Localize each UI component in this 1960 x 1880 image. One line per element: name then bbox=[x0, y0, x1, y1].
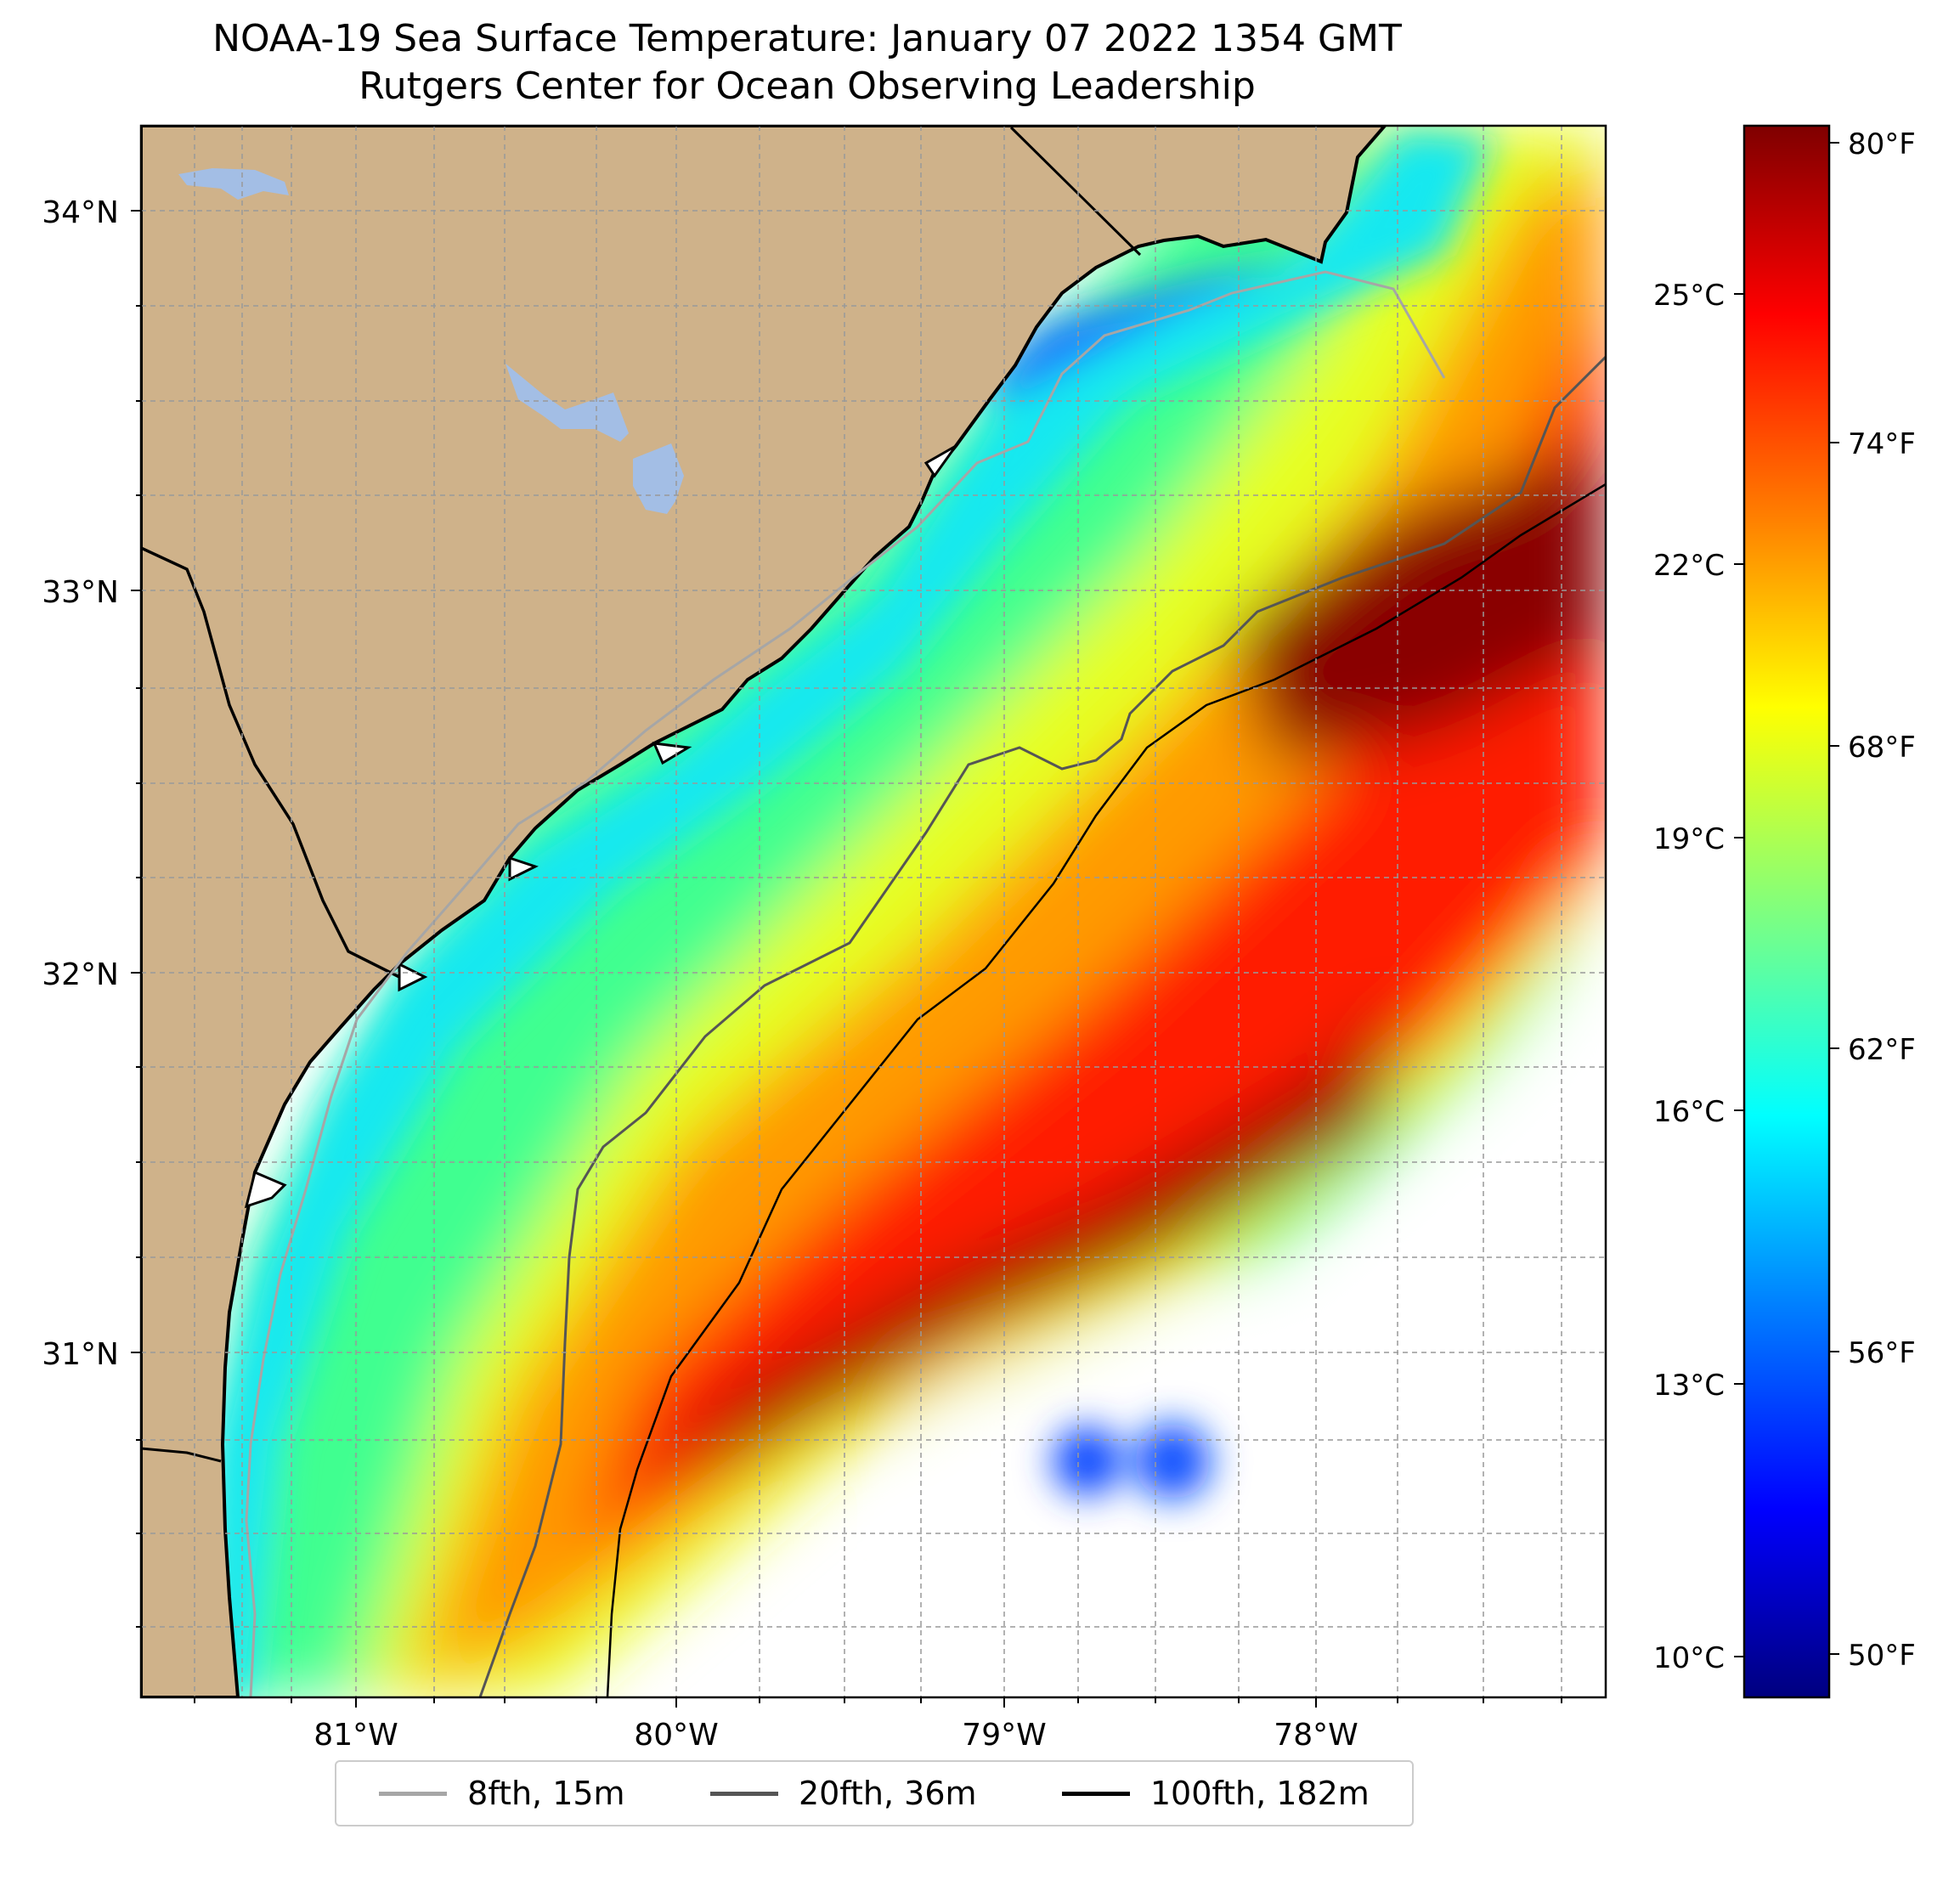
legend-label: 8fth, 15m bbox=[467, 1775, 625, 1812]
legend-label: 20fth, 36m bbox=[798, 1775, 977, 1812]
colorbar-c-label: 13°C bbox=[1653, 1369, 1725, 1403]
colorbar-f-label: 56°F bbox=[1848, 1336, 1916, 1370]
colorbar bbox=[1743, 124, 1831, 1699]
legend-entry-8fth: 8fth, 15m bbox=[379, 1775, 625, 1812]
lat-tick-label: 31°N bbox=[42, 1337, 119, 1372]
isobath-20fth-36m bbox=[478, 355, 1606, 1697]
lon-tick-label: 81°W bbox=[313, 1718, 398, 1753]
lat-tick-label: 33°N bbox=[42, 575, 119, 610]
lake bbox=[178, 168, 289, 200]
map-title: NOAA-19 Sea Surface Temperature: January… bbox=[212, 17, 1402, 60]
isobath-legend: 8fth, 15m 20fth, 36m 100fth, 182m bbox=[335, 1760, 1414, 1826]
colorbar-f-label: 68°F bbox=[1848, 731, 1916, 765]
colorbar-c-label: 22°C bbox=[1653, 549, 1725, 583]
state-border bbox=[141, 1447, 222, 1463]
lake bbox=[633, 443, 684, 514]
colorbar-c-ticks bbox=[1734, 293, 1744, 1657]
map-subtitle: Rutgers Center for Ocean Observing Leade… bbox=[359, 65, 1256, 108]
lon-tick-label: 80°W bbox=[634, 1718, 718, 1753]
colorbar-f-ticks bbox=[1829, 142, 1839, 1655]
legend-entry-100fth: 100fth, 182m bbox=[1061, 1775, 1370, 1812]
longitude-ticks bbox=[194, 1697, 1562, 1708]
colorbar-f-label: 62°F bbox=[1848, 1033, 1916, 1067]
colorbar-f-label: 50°F bbox=[1848, 1639, 1916, 1673]
lon-tick-label: 78°W bbox=[1274, 1718, 1358, 1753]
legend-label: 100fth, 182m bbox=[1149, 1775, 1370, 1812]
colorbar-f-label: 74°F bbox=[1848, 427, 1916, 461]
legend-line-swatch bbox=[379, 1791, 448, 1796]
lon-tick-label: 79°W bbox=[962, 1718, 1046, 1753]
legend-line-swatch bbox=[1061, 1791, 1130, 1796]
colorbar-c-label: 19°C bbox=[1653, 822, 1725, 856]
legend-entry-20fth: 20fth, 36m bbox=[709, 1775, 977, 1812]
map-frame bbox=[139, 124, 1607, 1699]
graticule bbox=[141, 126, 1606, 1697]
latitude-ticks bbox=[131, 210, 141, 1628]
state-border bbox=[141, 546, 400, 979]
lat-tick-label: 32°N bbox=[42, 957, 119, 992]
colorbar-c-label: 16°C bbox=[1653, 1095, 1725, 1129]
legend-line-swatch bbox=[709, 1791, 778, 1796]
isobath-8fth-15m bbox=[245, 270, 1446, 1697]
coastal-inlets bbox=[244, 444, 957, 1209]
cold-nearshore-band bbox=[204, 127, 1495, 1697]
colorbar-f-label: 80°F bbox=[1848, 127, 1916, 161]
lake bbox=[506, 364, 629, 442]
state-border bbox=[1009, 126, 1142, 257]
isobath-100fth-182m bbox=[606, 483, 1606, 1697]
lat-tick-label: 34°N bbox=[42, 195, 119, 230]
colorbar-c-label: 10°C bbox=[1653, 1641, 1725, 1675]
colorbar-c-label: 25°C bbox=[1653, 279, 1725, 313]
sst-field bbox=[212, 126, 1606, 1697]
